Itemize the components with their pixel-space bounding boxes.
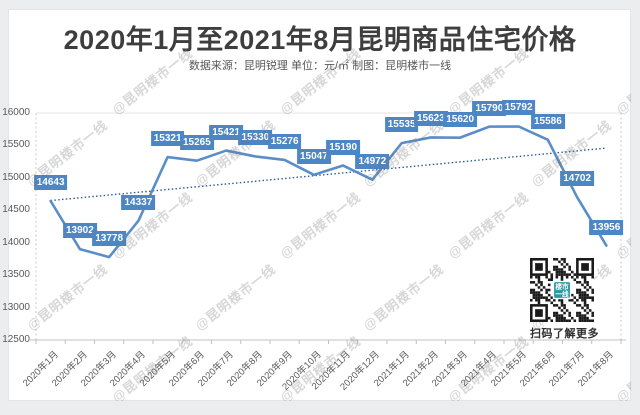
- qr-caption: 扫码了解更多: [530, 328, 599, 340]
- y-axis-tick-label: 16000: [2, 107, 30, 118]
- qr-code-icon: 楼市一线: [530, 258, 594, 322]
- y-axis-tick-label: 12500: [2, 334, 30, 345]
- chart-subtitle: 数据来源：昆明锐理 单位：元/㎡ 制图：昆明楼市一线: [188, 60, 452, 72]
- data-point-label: 15623: [413, 111, 448, 127]
- data-point-label: 13778: [92, 231, 127, 247]
- data-point-label: 15586: [530, 113, 565, 129]
- qr-code-block: 楼市 一线 扫码了解更多: [530, 258, 599, 344]
- data-point-label: 14972: [355, 153, 390, 169]
- svg-text:一线: 一线: [555, 289, 569, 298]
- data-point-label: 15190: [326, 139, 361, 155]
- data-point-label: 14337: [121, 194, 156, 210]
- y-axis-tick-label: 13500: [2, 269, 30, 281]
- data-point-label: 15421: [209, 124, 244, 140]
- data-point-label: 15047: [296, 148, 331, 164]
- svg-text:楼市: 楼市: [555, 282, 569, 291]
- y-axis-tick-label: 13000: [2, 301, 30, 313]
- y-axis-tick-label: 14000: [2, 236, 30, 248]
- price-line: [49, 125, 608, 259]
- chart-title: 2020年1月至2021年8月昆明商品住宅价格: [63, 25, 577, 55]
- data-point-label: 14643: [33, 175, 68, 190]
- data-point-label: 13956: [589, 219, 624, 235]
- data-point-label: 13902: [62, 223, 97, 239]
- y-axis-tick-label: 15500: [2, 139, 30, 151]
- data-point-label: 15321: [150, 131, 185, 147]
- y-axis-tick-label: 15000: [2, 171, 30, 183]
- data-point-label: 15330: [238, 130, 273, 146]
- data-point-label: 15790: [472, 100, 507, 116]
- y-axis-tick-label: 14500: [2, 204, 30, 216]
- data-point-label: 14702: [560, 171, 595, 187]
- data-point-label: 15620: [443, 111, 478, 127]
- data-point-label: 15265: [179, 134, 214, 150]
- data-point-label: 15535: [384, 117, 419, 133]
- chart-card: [8, 9, 631, 401]
- data-point-label: 15792: [501, 100, 536, 116]
- data-point-label: 15276: [267, 133, 302, 149]
